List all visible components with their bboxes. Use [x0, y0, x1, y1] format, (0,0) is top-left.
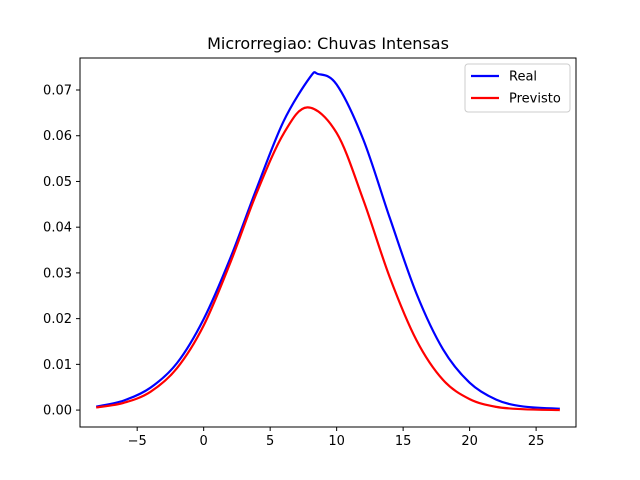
x-tick-label: −5	[128, 434, 147, 449]
x-tick-label: 10	[328, 434, 345, 449]
y-tick-label: 0.00	[43, 404, 72, 419]
x-tick-label: 5	[266, 434, 274, 449]
x-tick-label: 20	[461, 434, 478, 449]
chart-title: Microrregiao: Chuvas Intensas	[207, 34, 449, 53]
legend-label-previsto: Previsto	[509, 92, 561, 107]
x-tick-label: 15	[395, 434, 412, 449]
axes-frame	[79, 57, 577, 428]
x-tick-label: 0	[200, 434, 208, 449]
y-tick-label: 0.05	[43, 175, 72, 190]
y-tick-label: 0.06	[43, 129, 72, 144]
y-tick-label: 0.03	[43, 266, 72, 281]
y-tick-label: 0.07	[43, 84, 72, 99]
legend-label-real: Real	[509, 70, 537, 85]
x-tick-label: 25	[528, 434, 545, 449]
plot-area: −5 0 5 10 15 20 25 0.00 0.01 0.02 0.03 0.04 0.05 0.06…	[43, 57, 577, 449]
y-tick-label: 0.02	[43, 312, 72, 327]
series-line-real	[95, 71, 560, 410]
y-tick-label: 0.01	[43, 358, 72, 373]
y-tick-label: 0.04	[43, 221, 72, 236]
series-line-previsto	[96, 106, 560, 412]
legend: Real Previsto	[464, 63, 571, 113]
